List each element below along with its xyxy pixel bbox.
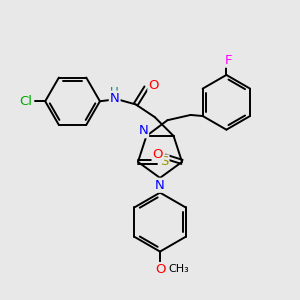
Text: H: H: [110, 86, 119, 99]
Text: CH₃: CH₃: [168, 265, 189, 275]
Text: N: N: [110, 92, 119, 105]
Text: Cl: Cl: [20, 95, 33, 108]
Text: F: F: [225, 54, 232, 67]
Text: O: O: [148, 79, 159, 92]
Text: O: O: [155, 263, 165, 276]
Text: N: N: [155, 179, 165, 192]
Text: O: O: [153, 148, 163, 161]
Text: N: N: [138, 124, 148, 137]
Text: S: S: [160, 155, 169, 168]
